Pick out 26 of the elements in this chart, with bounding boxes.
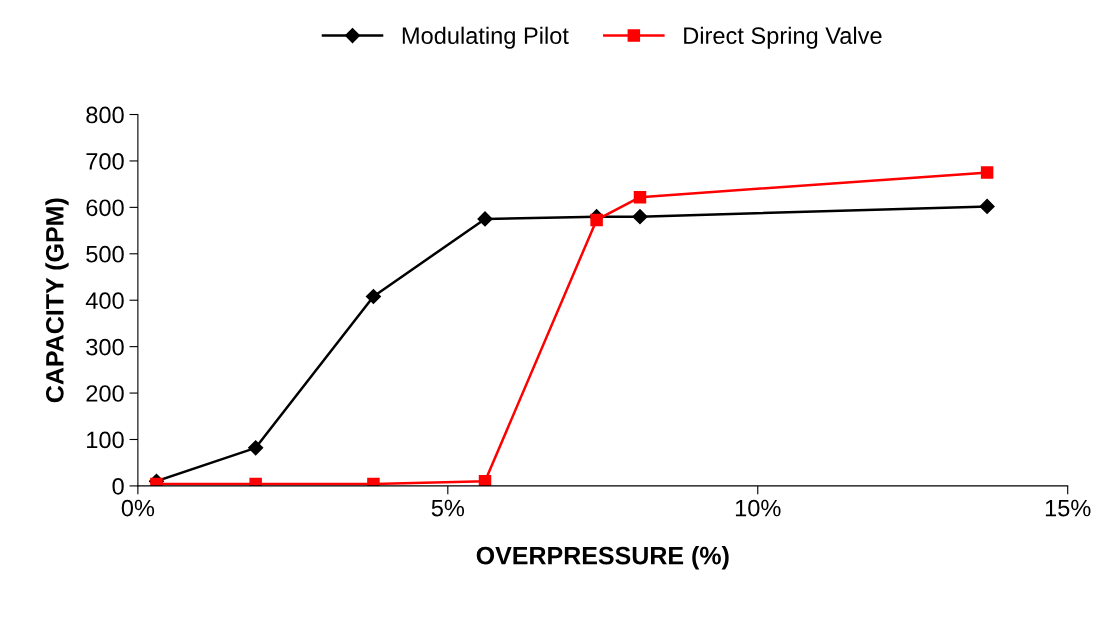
y-tick-label: 400 [85, 292, 124, 309]
point [477, 211, 493, 227]
point [980, 166, 994, 179]
point [590, 213, 603, 227]
x-tick-label: 0% [121, 499, 155, 517]
point [478, 475, 492, 486]
point [365, 288, 382, 305]
point [979, 198, 995, 215]
point [632, 209, 648, 225]
y-axis-title: CAPACITY (GPM) [45, 198, 69, 403]
point [633, 190, 647, 204]
y-tick-label: 600 [86, 199, 124, 217]
x-tick-label: 5% [431, 499, 465, 517]
legend-label: Direct Spring Valve [684, 26, 882, 49]
x-tick-label: 10% [735, 499, 781, 517]
y-tick-label: 800 [86, 106, 124, 124]
y-tick-label: 700 [86, 153, 124, 170]
y-tick-label: 500 [86, 245, 124, 263]
y-tick-label: 0 [112, 477, 124, 495]
x-tick-label: 15% [1045, 499, 1091, 517]
legend-label: Modulating Pilot [402, 26, 569, 49]
point [248, 440, 264, 456]
y-tick-label: 300 [86, 338, 124, 356]
y-tick-label: 100 [87, 431, 124, 449]
x-axis-title: OVERPRESSURE (%) [476, 546, 729, 570]
y-tick-label: 200 [86, 385, 124, 402]
